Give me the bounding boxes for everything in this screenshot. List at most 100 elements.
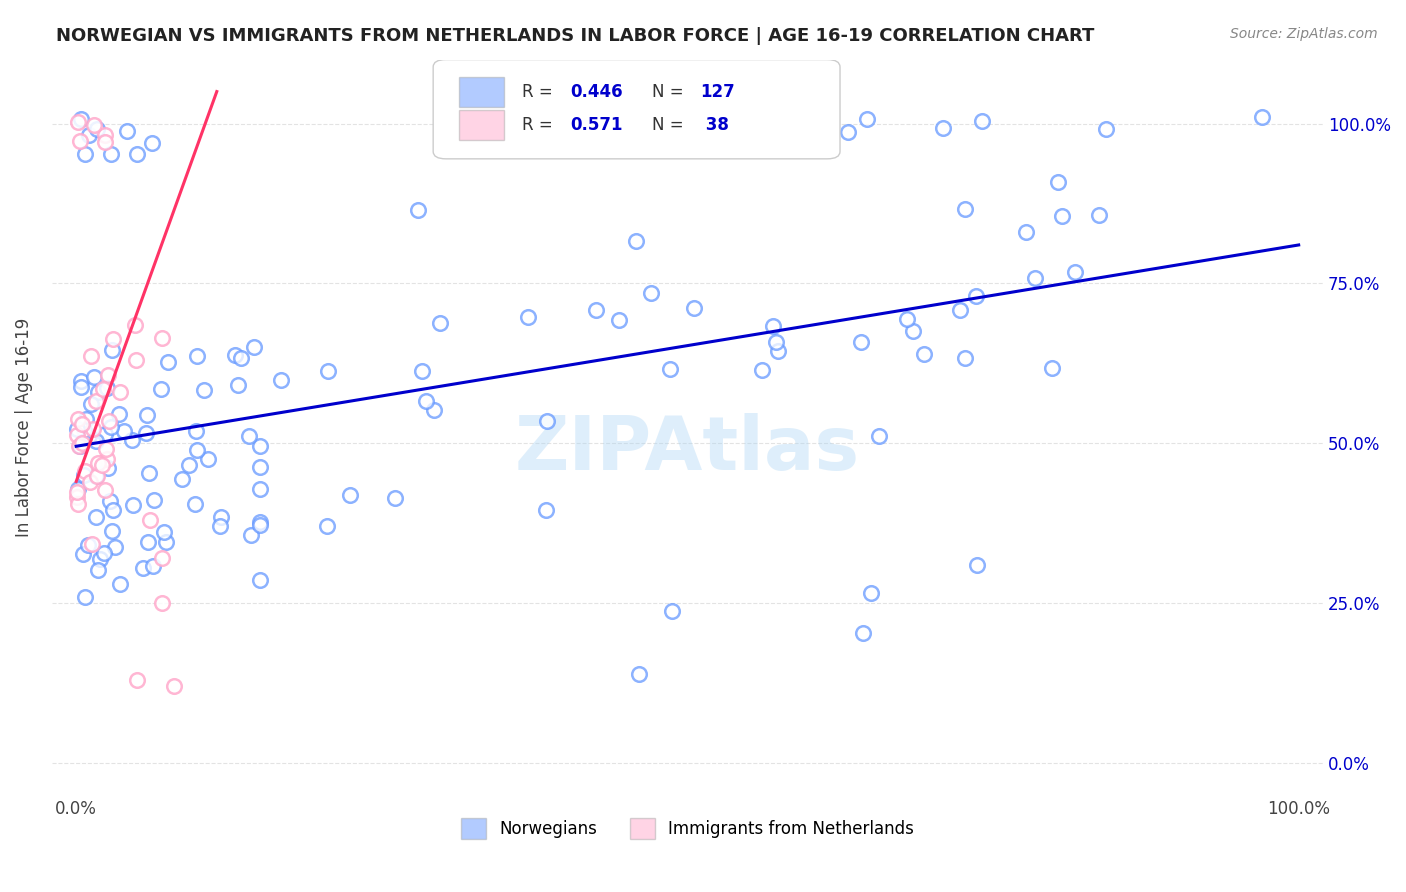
Point: [98, 494, 121, 508]
Point: [91, 458, 114, 472]
Point: [83, 119, 105, 133]
Point: [153, 524, 176, 539]
Point: [93, 546, 115, 560]
Point: [149, 382, 172, 396]
Text: N =: N =: [652, 83, 689, 101]
Point: [100, 524, 122, 539]
Point: [104, 540, 127, 554]
Point: [84, 469, 107, 483]
Point: [77, 538, 100, 552]
FancyBboxPatch shape: [458, 111, 505, 140]
Point: [270, 373, 292, 387]
Point: [67, 115, 90, 129]
Point: [238, 429, 260, 443]
Point: [163, 679, 186, 693]
Point: [141, 136, 163, 150]
Point: [384, 491, 406, 505]
Point: [69, 439, 91, 453]
Point: [609, 313, 631, 327]
Point: [682, 301, 704, 316]
Text: 0.446: 0.446: [571, 83, 623, 101]
Point: [80, 537, 103, 551]
Point: [242, 340, 264, 354]
Point: [77, 428, 100, 442]
Point: [155, 535, 177, 549]
Point: [100, 147, 122, 161]
Point: [224, 348, 246, 362]
Point: [138, 513, 160, 527]
Legend: Norwegians, Immigrants from Netherlands: Norwegians, Immigrants from Netherlands: [454, 812, 921, 846]
Point: [72, 547, 94, 561]
Point: [1095, 122, 1118, 136]
Point: [249, 438, 271, 452]
Point: [96, 442, 118, 456]
Point: [1024, 270, 1046, 285]
Point: [177, 458, 200, 472]
Point: [86, 385, 108, 400]
Point: [67, 497, 90, 511]
Point: [316, 364, 339, 378]
Point: [197, 451, 219, 466]
Point: [142, 559, 165, 574]
Point: [1050, 209, 1073, 223]
Point: [135, 425, 157, 440]
Point: [172, 472, 194, 486]
Point: [112, 424, 135, 438]
Point: [73, 468, 96, 483]
Point: [852, 626, 875, 640]
Point: [751, 363, 773, 377]
Point: [127, 673, 149, 687]
Point: [136, 534, 159, 549]
Point: [429, 316, 451, 330]
Point: [408, 203, 430, 218]
Point: [124, 352, 146, 367]
Point: [766, 141, 789, 155]
Point: [868, 429, 890, 443]
Point: [80, 349, 103, 363]
Point: [226, 378, 249, 392]
Point: [932, 121, 955, 136]
Point: [186, 349, 208, 363]
Text: R =: R =: [522, 83, 558, 101]
Point: [86, 456, 108, 470]
Point: [101, 503, 124, 517]
Point: [73, 464, 96, 478]
Point: [108, 407, 131, 421]
Point: [124, 318, 146, 332]
Point: [231, 351, 253, 365]
Point: [67, 439, 90, 453]
Point: [856, 112, 879, 126]
Point: [903, 324, 925, 338]
Point: [94, 483, 117, 498]
Point: [132, 561, 155, 575]
Point: [103, 332, 125, 346]
Text: 127: 127: [700, 83, 735, 101]
Point: [762, 319, 785, 334]
Point: [69, 134, 91, 148]
Text: NORWEGIAN VS IMMIGRANTS FROM NETHERLANDS IN LABOR FORCE | AGE 16-19 CORRELATION : NORWEGIAN VS IMMIGRANTS FROM NETHERLANDS…: [56, 27, 1095, 45]
Point: [914, 347, 936, 361]
Point: [73, 146, 96, 161]
Point: [849, 335, 872, 350]
Point: [94, 427, 117, 442]
Text: R =: R =: [522, 116, 558, 134]
Point: [534, 502, 557, 516]
FancyBboxPatch shape: [458, 78, 505, 107]
Text: 0.571: 0.571: [571, 116, 623, 134]
Text: N =: N =: [652, 116, 689, 134]
Point: [117, 124, 139, 138]
FancyBboxPatch shape: [433, 60, 839, 159]
Point: [415, 393, 437, 408]
Point: [1088, 208, 1111, 222]
Point: [98, 414, 121, 428]
Point: [66, 412, 89, 426]
Point: [94, 136, 117, 150]
Point: [624, 235, 647, 249]
Point: [127, 147, 149, 161]
Point: [249, 517, 271, 532]
Point: [135, 408, 157, 422]
Point: [765, 334, 787, 349]
Point: [70, 374, 93, 388]
Point: [70, 112, 93, 126]
Point: [84, 393, 107, 408]
